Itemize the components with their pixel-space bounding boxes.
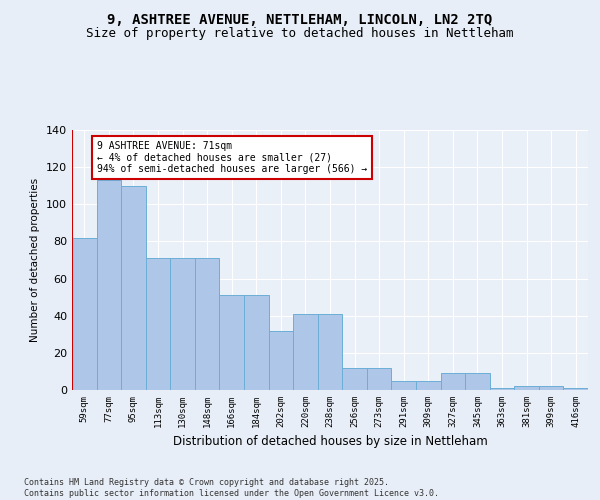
Bar bbox=[563, 388, 588, 390]
Bar bbox=[416, 380, 440, 390]
Bar bbox=[514, 386, 539, 390]
Bar bbox=[146, 258, 170, 390]
Bar bbox=[342, 368, 367, 390]
Y-axis label: Number of detached properties: Number of detached properties bbox=[31, 178, 40, 342]
X-axis label: Distribution of detached houses by size in Nettleham: Distribution of detached houses by size … bbox=[173, 436, 487, 448]
Bar bbox=[269, 330, 293, 390]
Bar bbox=[367, 368, 391, 390]
Bar bbox=[244, 296, 269, 390]
Bar bbox=[539, 386, 563, 390]
Bar bbox=[465, 374, 490, 390]
Bar bbox=[72, 238, 97, 390]
Text: Size of property relative to detached houses in Nettleham: Size of property relative to detached ho… bbox=[86, 28, 514, 40]
Bar bbox=[97, 180, 121, 390]
Bar bbox=[170, 258, 195, 390]
Bar bbox=[490, 388, 514, 390]
Bar bbox=[440, 374, 465, 390]
Bar bbox=[121, 186, 146, 390]
Bar bbox=[293, 314, 318, 390]
Bar bbox=[318, 314, 342, 390]
Text: Contains HM Land Registry data © Crown copyright and database right 2025.
Contai: Contains HM Land Registry data © Crown c… bbox=[24, 478, 439, 498]
Text: 9, ASHTREE AVENUE, NETTLEHAM, LINCOLN, LN2 2TQ: 9, ASHTREE AVENUE, NETTLEHAM, LINCOLN, L… bbox=[107, 12, 493, 26]
Bar bbox=[391, 380, 416, 390]
Text: 9 ASHTREE AVENUE: 71sqm
← 4% of detached houses are smaller (27)
94% of semi-det: 9 ASHTREE AVENUE: 71sqm ← 4% of detached… bbox=[97, 141, 367, 174]
Bar bbox=[195, 258, 220, 390]
Bar bbox=[220, 296, 244, 390]
